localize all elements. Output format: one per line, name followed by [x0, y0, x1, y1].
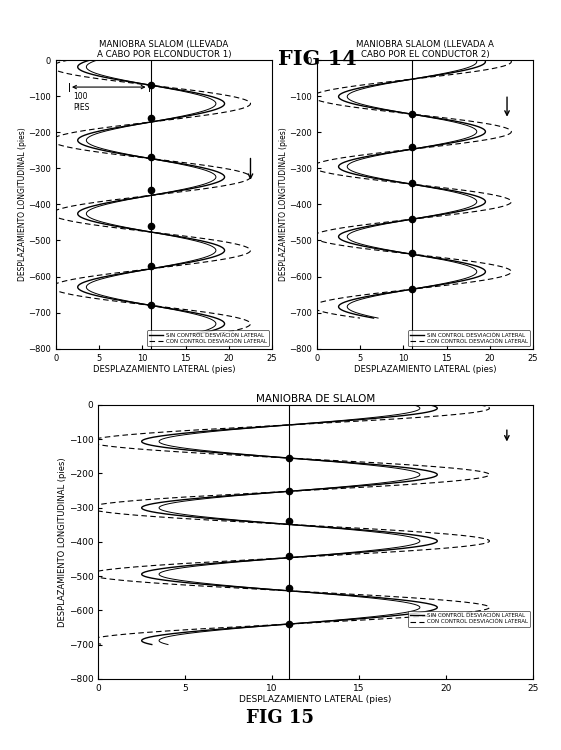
Title: MANIOBRA DE SLALOM: MANIOBRA DE SLALOM — [256, 394, 375, 404]
Legend: SIN CONTROL DESVIACIÓN LATERAL, CON CONTROL DESVIACIÓN LATERAL: SIN CONTROL DESVIACIÓN LATERAL, CON CONT… — [147, 331, 269, 346]
Y-axis label: DESPLAZAMIENTO LONGITUDINAL (pies): DESPLAZAMIENTO LONGITUDINAL (pies) — [18, 128, 27, 281]
Y-axis label: DESPLAZAMIENTO LONGITUDINAL (pies): DESPLAZAMIENTO LONGITUDINAL (pies) — [279, 128, 288, 281]
X-axis label: DESPLAZAMIENTO LATERAL (pies): DESPLAZAMIENTO LATERAL (pies) — [240, 695, 392, 704]
Text: FIG 14: FIG 14 — [278, 49, 357, 69]
Text: 100
PIES: 100 PIES — [73, 92, 90, 112]
Title: MANIOBRA SLALOM (LLEVADA
A CABO POR ELCONDUCTOR 1): MANIOBRA SLALOM (LLEVADA A CABO POR ELCO… — [97, 40, 231, 59]
X-axis label: DESPLAZAMIENTO LATERAL (pies): DESPLAZAMIENTO LATERAL (pies) — [353, 365, 496, 374]
Legend: SIN CONTROL DESVIACIÓN LATERAL, CON CONTROL DESVIACIÓN LATERAL: SIN CONTROL DESVIACIÓN LATERAL, CON CONT… — [408, 611, 530, 627]
Legend: SIN CONTROL DESVIACIÓN LATERAL, CON CONTROL DESVIACIÓN LATERAL: SIN CONTROL DESVIACIÓN LATERAL, CON CONT… — [408, 331, 530, 346]
Y-axis label: DESPLAZAMIENTO LONGITUDINAL (pies): DESPLAZAMIENTO LONGITUDINAL (pies) — [58, 457, 67, 627]
Title: MANIOBRA SLALOM (LLEVADA A
CABO POR EL CONDUCTOR 2): MANIOBRA SLALOM (LLEVADA A CABO POR EL C… — [356, 40, 494, 59]
Text: FIG 15: FIG 15 — [246, 709, 315, 727]
X-axis label: DESPLAZAMIENTO LATERAL (pies): DESPLAZAMIENTO LATERAL (pies) — [93, 365, 236, 374]
